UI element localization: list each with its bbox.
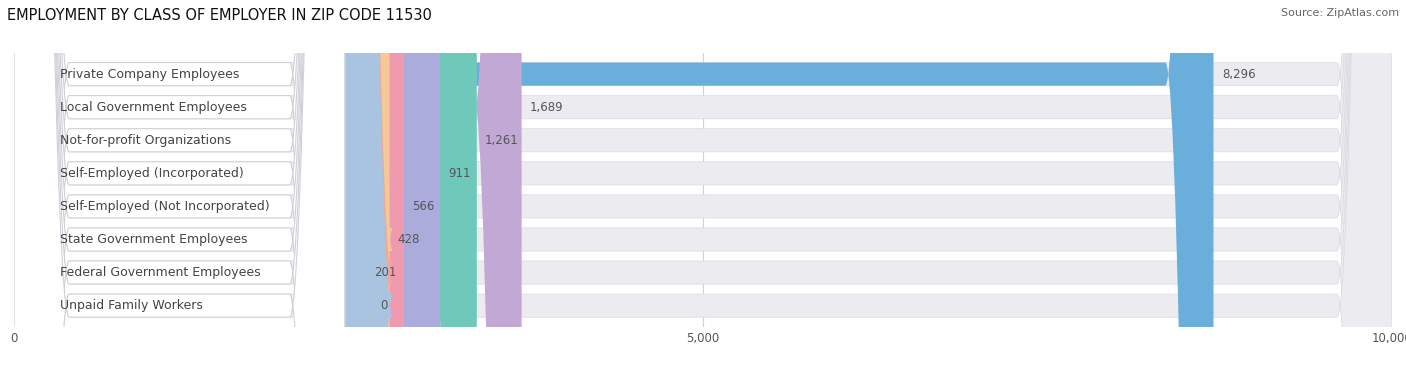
- Text: State Government Employees: State Government Employees: [60, 233, 247, 246]
- FancyBboxPatch shape: [344, 0, 1213, 376]
- Text: 1,261: 1,261: [485, 134, 519, 147]
- Text: Federal Government Employees: Federal Government Employees: [60, 266, 262, 279]
- FancyBboxPatch shape: [14, 0, 344, 376]
- FancyBboxPatch shape: [14, 0, 1392, 376]
- Text: Source: ZipAtlas.com: Source: ZipAtlas.com: [1281, 8, 1399, 18]
- Text: 911: 911: [449, 167, 471, 180]
- FancyBboxPatch shape: [14, 0, 344, 376]
- FancyBboxPatch shape: [14, 0, 344, 376]
- FancyBboxPatch shape: [14, 0, 1392, 376]
- Text: Unpaid Family Workers: Unpaid Family Workers: [60, 299, 204, 312]
- Text: Local Government Employees: Local Government Employees: [60, 101, 247, 114]
- Text: 201: 201: [374, 266, 396, 279]
- FancyBboxPatch shape: [14, 0, 1392, 376]
- FancyBboxPatch shape: [14, 0, 344, 376]
- Text: 1,689: 1,689: [530, 101, 564, 114]
- Text: 428: 428: [398, 233, 420, 246]
- FancyBboxPatch shape: [14, 0, 1392, 376]
- Text: Not-for-profit Organizations: Not-for-profit Organizations: [60, 134, 232, 147]
- Text: EMPLOYMENT BY CLASS OF EMPLOYER IN ZIP CODE 11530: EMPLOYMENT BY CLASS OF EMPLOYER IN ZIP C…: [7, 8, 432, 23]
- Text: Private Company Employees: Private Company Employees: [60, 68, 240, 80]
- FancyBboxPatch shape: [325, 0, 394, 376]
- FancyBboxPatch shape: [14, 0, 344, 376]
- FancyBboxPatch shape: [14, 0, 1392, 376]
- Text: 0: 0: [381, 299, 388, 312]
- Text: 8,296: 8,296: [1222, 68, 1256, 80]
- FancyBboxPatch shape: [344, 0, 404, 376]
- FancyBboxPatch shape: [14, 0, 1392, 376]
- FancyBboxPatch shape: [14, 0, 344, 376]
- FancyBboxPatch shape: [14, 0, 1392, 376]
- Text: Self-Employed (Not Incorporated): Self-Employed (Not Incorporated): [60, 200, 270, 213]
- FancyBboxPatch shape: [14, 0, 344, 376]
- Text: 566: 566: [412, 200, 434, 213]
- FancyBboxPatch shape: [344, 0, 440, 376]
- FancyBboxPatch shape: [318, 0, 394, 376]
- FancyBboxPatch shape: [14, 0, 1392, 376]
- FancyBboxPatch shape: [344, 0, 522, 376]
- FancyBboxPatch shape: [342, 0, 394, 376]
- Text: Self-Employed (Incorporated): Self-Employed (Incorporated): [60, 167, 245, 180]
- FancyBboxPatch shape: [14, 0, 344, 376]
- FancyBboxPatch shape: [344, 0, 477, 376]
